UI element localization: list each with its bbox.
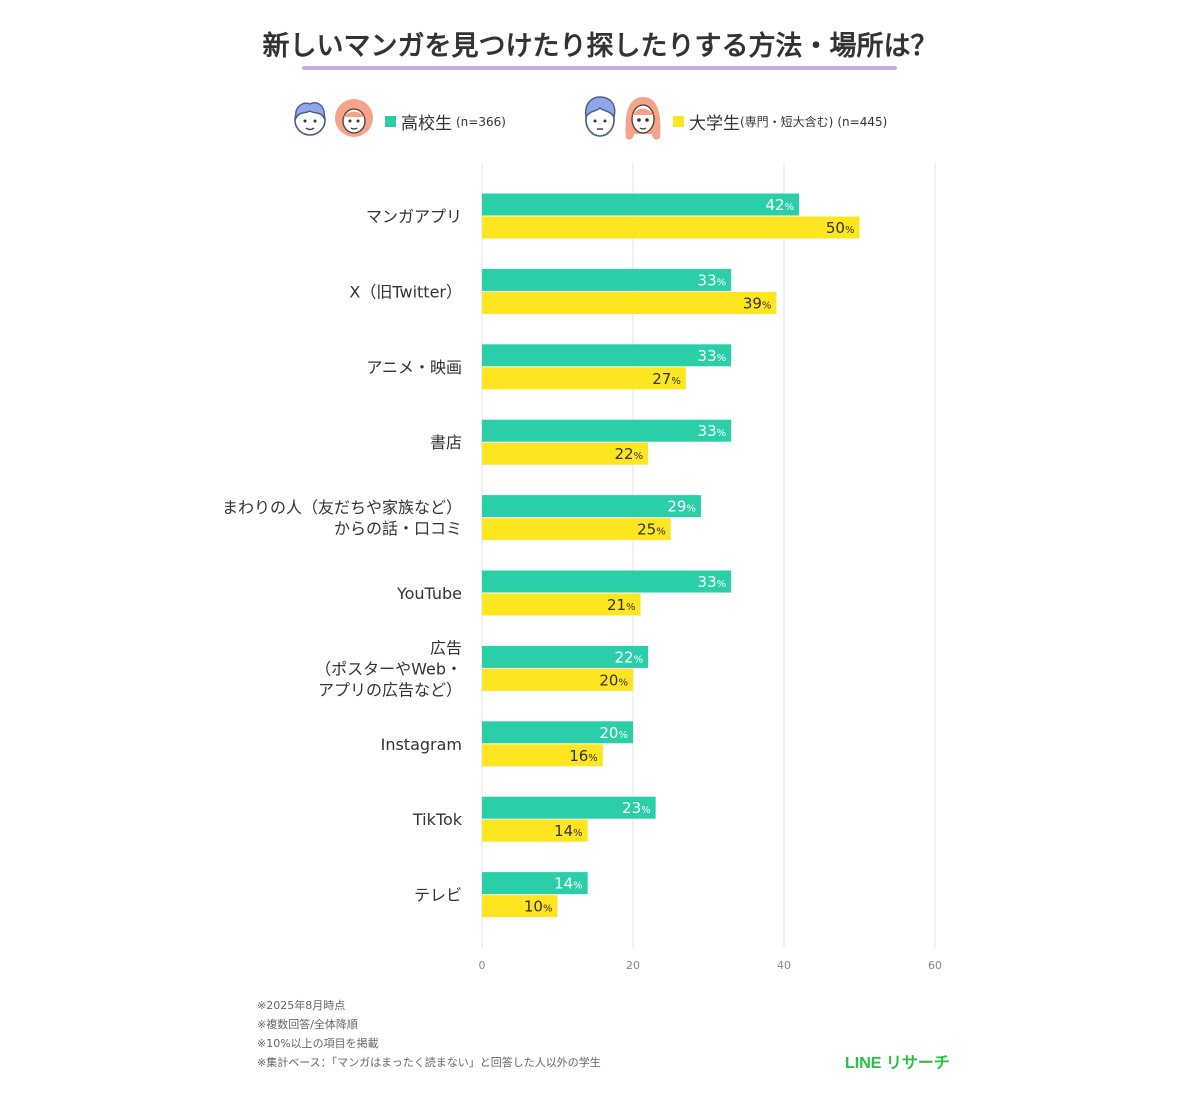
category-label: 広告 (430, 638, 462, 657)
bar-university (482, 668, 633, 691)
footnote-multiple-answer: ※複数回答/全体降順 (257, 1018, 358, 1031)
bar-high-school (482, 419, 732, 442)
category-label: X（旧Twitter） (349, 282, 462, 301)
bar-university (482, 367, 686, 390)
legend-swatch-university (673, 116, 684, 127)
footnote-threshold: ※10%以上の項目を掲載 (257, 1037, 379, 1050)
bar-high-school (482, 495, 701, 518)
legend-sub-university: (専門・短大含む) (740, 115, 834, 129)
category-label: （ポスターやWeb・ (315, 659, 462, 678)
title-underline (302, 66, 897, 70)
x-tick-label: 0 (479, 959, 486, 972)
bar-high-school (482, 193, 800, 216)
bar-university (482, 593, 641, 616)
footnote-date: ※2025年8月時点 (257, 999, 346, 1012)
bar-university (482, 518, 671, 541)
category-label: TikTok (412, 810, 463, 829)
legend-label-university: 大学生 (689, 114, 740, 134)
bar-university (482, 895, 558, 918)
bar-high-school (482, 268, 732, 291)
bar-high-school (482, 872, 588, 895)
bar-high-school (482, 344, 732, 367)
category-label: 書店 (430, 433, 462, 452)
category-label: Instagram (381, 735, 462, 754)
bar-high-school (482, 570, 732, 593)
bar-high-school (482, 796, 656, 819)
bar-university (482, 442, 649, 465)
category-label: まわりの人（友だちや家族など） (222, 498, 462, 517)
chart-title: 新しいマンガを見つけたり探したりする方法・場所は？ (262, 31, 938, 62)
legend-label-high-school: 高校生 (401, 114, 452, 134)
category-label: YouTube (396, 584, 462, 603)
x-tick-label: 20 (626, 959, 640, 972)
boy-face-icon (290, 98, 330, 142)
line-research-logo: LINE リサーチ (845, 1055, 950, 1072)
legend-n-high-school: (n=366) (456, 114, 506, 129)
legend-university: 大学生 (専門・短大含む) (n=445) (673, 109, 887, 134)
bar-chart: 0 20 40 60マンガアプリ42%50%X（旧Twitter）33%39%アニメ・… (222, 163, 942, 972)
legend-high-school: 高校生 (n=366) (385, 109, 506, 134)
young-woman-face-icon (622, 94, 664, 150)
x-tick-label: 60 (928, 959, 942, 972)
legend-swatch-high-school (385, 116, 396, 127)
bar-university (482, 744, 603, 767)
legend-n-university: (n=445) (837, 114, 888, 129)
category-label: マンガアプリ (366, 207, 462, 226)
category-label: アニメ・映画 (366, 358, 462, 377)
bar-high-school (482, 721, 633, 744)
category-label: アプリの広告など） (318, 680, 462, 699)
category-label: からの話・口コミ (334, 519, 462, 538)
bar-university (482, 216, 860, 239)
footnote-base: ※集計ベース：「マンガはまったく読まない」と回答した人以外の学生 (257, 1056, 601, 1069)
bar-high-school (482, 645, 649, 668)
category-label: テレビ (414, 886, 462, 905)
bar-university (482, 291, 777, 314)
x-tick-label: 40 (777, 959, 791, 972)
girl-face-icon (333, 97, 375, 143)
bar-university (482, 819, 588, 842)
young-man-face-icon (580, 95, 620, 143)
